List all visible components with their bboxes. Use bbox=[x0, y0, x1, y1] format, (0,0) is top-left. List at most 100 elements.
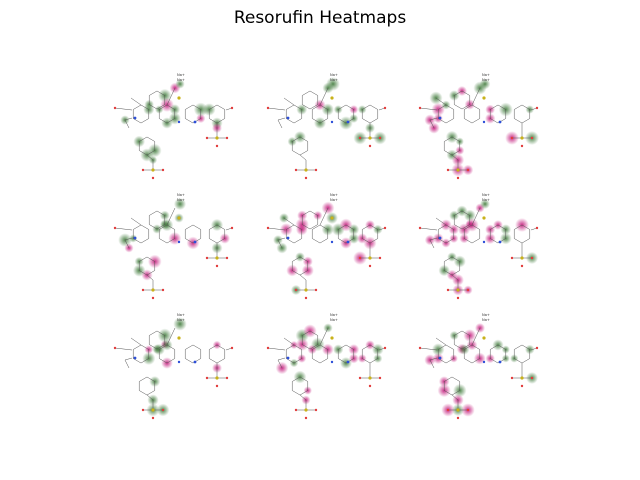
oxygen-atom bbox=[215, 264, 219, 268]
ring-bonds bbox=[301, 90, 319, 110]
bond bbox=[166, 87, 176, 106]
bond bbox=[124, 357, 133, 361]
oxygen-atom bbox=[456, 296, 460, 300]
bond bbox=[130, 337, 142, 346]
heat-blob-positive bbox=[479, 78, 491, 90]
oxygen-atom bbox=[151, 176, 155, 180]
nitrogen-atom bbox=[438, 356, 442, 360]
heat-blob-positive bbox=[480, 199, 490, 209]
oxygen-atom bbox=[266, 226, 270, 230]
bond bbox=[451, 394, 459, 401]
counterion-label: Na+ bbox=[482, 198, 490, 202]
counterion-label: Na+ bbox=[330, 198, 338, 202]
nitrogen-atom bbox=[482, 360, 486, 364]
oxygen-atom bbox=[151, 296, 155, 300]
sulfur-atom bbox=[456, 168, 460, 172]
oxygen-atom bbox=[225, 376, 229, 380]
sulfur-atom bbox=[368, 376, 372, 380]
ring-bonds bbox=[463, 224, 481, 244]
sulfur-atom bbox=[177, 336, 181, 340]
counterion-label: Na+ bbox=[482, 193, 490, 197]
oxygen-atom bbox=[535, 106, 539, 110]
sulfur-atom bbox=[151, 288, 155, 292]
sulfur-atom bbox=[520, 256, 524, 260]
oxygen-atom bbox=[378, 136, 382, 140]
oxygen-atom bbox=[530, 376, 534, 380]
bond bbox=[451, 154, 459, 161]
oxygen-atom bbox=[378, 376, 382, 380]
oxygen-atom bbox=[314, 168, 318, 172]
bond bbox=[299, 154, 307, 161]
counterion-label: Na+ bbox=[330, 78, 338, 82]
heatmap-panel-4: Na+ Na+ bbox=[105, 182, 235, 302]
bond bbox=[319, 87, 329, 106]
oxygen-atom bbox=[304, 176, 308, 180]
nitrogen-atom bbox=[438, 116, 442, 120]
bond bbox=[267, 107, 286, 111]
bond bbox=[319, 327, 329, 346]
oxygen-atom bbox=[358, 256, 362, 260]
bond bbox=[283, 217, 295, 226]
bond bbox=[146, 394, 154, 401]
sulfur-atom bbox=[215, 136, 219, 140]
oxygen-atom bbox=[466, 408, 470, 412]
oxygen-atom bbox=[368, 264, 372, 268]
ring-bonds bbox=[184, 104, 202, 124]
oxygen-atom bbox=[510, 136, 514, 140]
ring-bonds bbox=[489, 224, 507, 244]
bond bbox=[146, 154, 154, 161]
counterion-label: Na+ bbox=[482, 73, 490, 77]
counterion-label: Na+ bbox=[177, 73, 185, 77]
sulfur-atom bbox=[215, 376, 219, 380]
oxygen-atom bbox=[205, 136, 209, 140]
nitrogen-atom bbox=[177, 360, 181, 364]
oxygen-atom bbox=[113, 106, 117, 110]
nitrogen-atom bbox=[482, 120, 486, 124]
oxygen-atom bbox=[294, 408, 298, 412]
sulfur-atom bbox=[330, 216, 334, 220]
bond bbox=[319, 207, 329, 226]
sulfur-atom bbox=[482, 336, 486, 340]
ring-bonds bbox=[301, 210, 319, 230]
oxygen-atom bbox=[161, 408, 165, 412]
bond bbox=[429, 119, 435, 129]
oxygen-atom bbox=[141, 168, 145, 172]
heat-blob-positive bbox=[118, 233, 132, 247]
ring-bonds bbox=[311, 224, 329, 244]
oxygen-atom bbox=[446, 408, 450, 412]
heatmap-panel-3: Na+ Na+ bbox=[410, 62, 540, 182]
bond bbox=[419, 107, 438, 111]
sulfur-atom bbox=[330, 336, 334, 340]
heatmap-panel-8: Na+ Na+ bbox=[258, 302, 388, 422]
sulfur-atom bbox=[304, 288, 308, 292]
ring-bonds bbox=[158, 344, 176, 364]
sulfur-atom bbox=[151, 168, 155, 172]
ring-bonds bbox=[453, 330, 471, 350]
heat-blob-positive bbox=[173, 317, 187, 331]
oxygen-atom bbox=[266, 346, 270, 350]
oxygen-atom bbox=[466, 288, 470, 292]
bond bbox=[114, 347, 133, 351]
sulfur-atom bbox=[330, 96, 334, 100]
heat-blob-positive bbox=[279, 213, 289, 223]
oxygen-atom bbox=[215, 144, 219, 148]
ring-bonds bbox=[285, 224, 303, 244]
oxygen-atom bbox=[304, 296, 308, 300]
oxygen-atom bbox=[418, 106, 422, 110]
oxygen-atom bbox=[510, 256, 514, 260]
oxygen-atom bbox=[368, 144, 372, 148]
heat-blob-positive bbox=[173, 197, 187, 211]
bond bbox=[124, 359, 130, 369]
oxygen-atom bbox=[456, 176, 460, 180]
oxygen-atom bbox=[418, 226, 422, 230]
bond bbox=[130, 217, 142, 226]
bond bbox=[435, 337, 447, 346]
bond bbox=[277, 119, 283, 129]
bond bbox=[429, 239, 435, 249]
oxygen-atom bbox=[230, 346, 234, 350]
heat-blob-negative bbox=[124, 243, 134, 253]
bond bbox=[114, 107, 133, 111]
bond bbox=[471, 87, 481, 106]
ring-bonds bbox=[132, 224, 150, 244]
oxygen-atom bbox=[225, 136, 229, 140]
